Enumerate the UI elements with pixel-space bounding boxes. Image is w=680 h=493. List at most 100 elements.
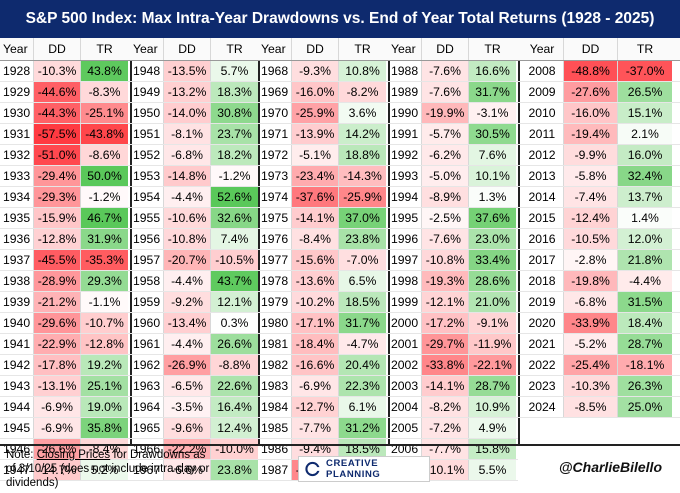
table-row: 2011 -19.4% 2.1% — [518, 124, 680, 145]
total-return-cell: 23.8% — [211, 460, 258, 480]
year-cell: 1987 — [258, 460, 292, 480]
total-return-cell: 0.3% — [211, 313, 258, 333]
year-cell: 1929 — [0, 82, 34, 102]
year-cell: 1968 — [258, 61, 292, 81]
year-cell: 1942 — [0, 355, 34, 375]
total-return-cell: 22.6% — [211, 376, 258, 396]
total-return-cell: 5.2% — [81, 460, 128, 480]
drawdown-cell: -12.4% — [564, 208, 618, 228]
total-return-cell: 31.7% — [469, 82, 516, 102]
year-cell: 1931 — [0, 124, 34, 144]
year-cell: 1941 — [0, 334, 34, 354]
total-return-cell: 28.6% — [469, 271, 516, 291]
total-return-cell: 31.5% — [618, 292, 672, 312]
footnote: Note: Closing Prices for Drawdowns as of… — [6, 448, 216, 490]
footnote-link[interactable]: Closing Prices — [36, 449, 111, 461]
drawdown-cell: -8.1% — [164, 124, 211, 144]
table-row: 2012 -9.9% 16.0% — [518, 145, 680, 166]
drawdown-cell: -19.8% — [564, 271, 618, 291]
year-cell: 2017 — [518, 250, 564, 270]
drawdown-cell: -45.5% — [34, 250, 81, 270]
table-row: 2005 -7.2% 4.9% — [388, 418, 518, 439]
drawdown-cell: -12.8% — [34, 229, 81, 249]
year-cell: 2014 — [518, 187, 564, 207]
year-cell: 1964 — [130, 397, 164, 417]
year-cell: 2016 — [518, 229, 564, 249]
total-return-cell: 2.1% — [618, 124, 672, 144]
table-row: 2004 -8.2% 10.9% — [388, 397, 518, 418]
total-return-cell: 12.4% — [211, 418, 258, 438]
total-return-cell: 10.8% — [339, 61, 386, 81]
drawdown-cell: -14.0% — [164, 103, 211, 123]
year-header: Year — [0, 38, 34, 60]
year-cell: 1933 — [0, 166, 34, 186]
year-cell: 1994 — [388, 187, 422, 207]
total-return-cell: 18.5% — [339, 292, 386, 312]
dd-header: DD — [34, 38, 81, 60]
table-row: 1935 -15.9% 46.7% — [0, 208, 130, 229]
drawdown-cell: -9.2% — [164, 292, 211, 312]
year-cell: 1972 — [258, 145, 292, 165]
year-cell: 2004 — [388, 397, 422, 417]
year-cell: 1960 — [130, 313, 164, 333]
drawdown-cell: -14.1% — [422, 376, 469, 396]
year-cell: 2020 — [518, 313, 564, 333]
total-return-cell: -4.4% — [618, 271, 672, 291]
year-cell: 1990 — [388, 103, 422, 123]
total-return-cell: 6.1% — [339, 397, 386, 417]
drawdown-cell: -25.9% — [292, 103, 339, 123]
year-cell: 1934 — [0, 187, 34, 207]
drawdown-cell: -6.9% — [34, 418, 81, 438]
table-row: 1972 -5.1% 18.8% — [258, 145, 388, 166]
table-column-group: Year DD TR 1968 -9.3% 10.8% 1969 -16.0% -8.2% 197… — [258, 38, 390, 481]
year-cell: 2008 — [518, 61, 564, 81]
year-cell: 1950 — [130, 103, 164, 123]
header-row: Year DD TR — [258, 38, 388, 61]
drawdown-cell: -3.5% — [164, 397, 211, 417]
chart-title: S&P 500 Index: Max Intra-Year Drawdowns … — [0, 0, 680, 38]
drawdown-cell: -10.5% — [564, 229, 618, 249]
year-cell: 1958 — [130, 271, 164, 291]
table-row: 1996 -7.6% 23.0% — [388, 229, 518, 250]
table-row: 1941 -22.9% -12.8% — [0, 334, 130, 355]
total-return-cell: -22.1% — [469, 355, 516, 375]
year-cell: 1957 — [130, 250, 164, 270]
total-return-cell: 18.8% — [339, 145, 386, 165]
drawdown-cell: -10.8% — [164, 229, 211, 249]
year-header: Year — [518, 38, 564, 60]
year-cell: 1976 — [258, 229, 292, 249]
total-return-cell: 16.0% — [618, 145, 672, 165]
total-return-cell: -37.0% — [618, 61, 672, 81]
table-row: 1967 -6.6% 23.8% — [130, 460, 258, 481]
total-return-cell: 7.4% — [211, 229, 258, 249]
dd-header: DD — [292, 38, 339, 60]
year-cell: 1935 — [0, 208, 34, 228]
table-row: 1933 -29.4% 50.0% — [0, 166, 130, 187]
table-row: 2020 -33.9% 18.4% — [518, 313, 680, 334]
total-return-cell: 37.0% — [339, 208, 386, 228]
total-return-cell: 19.2% — [81, 355, 128, 375]
drawdown-cell: -13.4% — [164, 313, 211, 333]
drawdown-cell: -6.8% — [564, 292, 618, 312]
drawdown-cell: -5.2% — [564, 334, 618, 354]
total-return-cell: 22.3% — [339, 376, 386, 396]
total-return-cell: 30.8% — [211, 103, 258, 123]
drawdown-cell: -25.4% — [564, 355, 618, 375]
table-row: 1978 -13.6% 6.5% — [258, 271, 388, 292]
drawdown-cell: -19.4% — [564, 124, 618, 144]
table-row: 2009 -27.6% 26.5% — [518, 82, 680, 103]
table-column-group: Year DD TR 2008 -48.8% -37.0% 2009 -27.6% 26.5% 2… — [518, 38, 680, 444]
total-return-cell: -10.5% — [211, 250, 258, 270]
drawdown-cell: -16.6% — [292, 355, 339, 375]
total-return-cell: 30.5% — [469, 124, 516, 144]
year-cell: 2000 — [388, 313, 422, 333]
drawdown-cell: -8.5% — [564, 397, 618, 417]
drawdown-cell: -5.7% — [422, 124, 469, 144]
year-cell: 1984 — [258, 397, 292, 417]
header-row: Year DD TR — [130, 38, 258, 61]
total-return-cell: 29.3% — [81, 271, 128, 291]
tr-header: TR — [354, 42, 371, 56]
total-return-cell: 31.2% — [339, 418, 386, 438]
total-return-cell: -1.2% — [81, 187, 128, 207]
table-row: 1992 -6.2% 7.6% — [388, 145, 518, 166]
